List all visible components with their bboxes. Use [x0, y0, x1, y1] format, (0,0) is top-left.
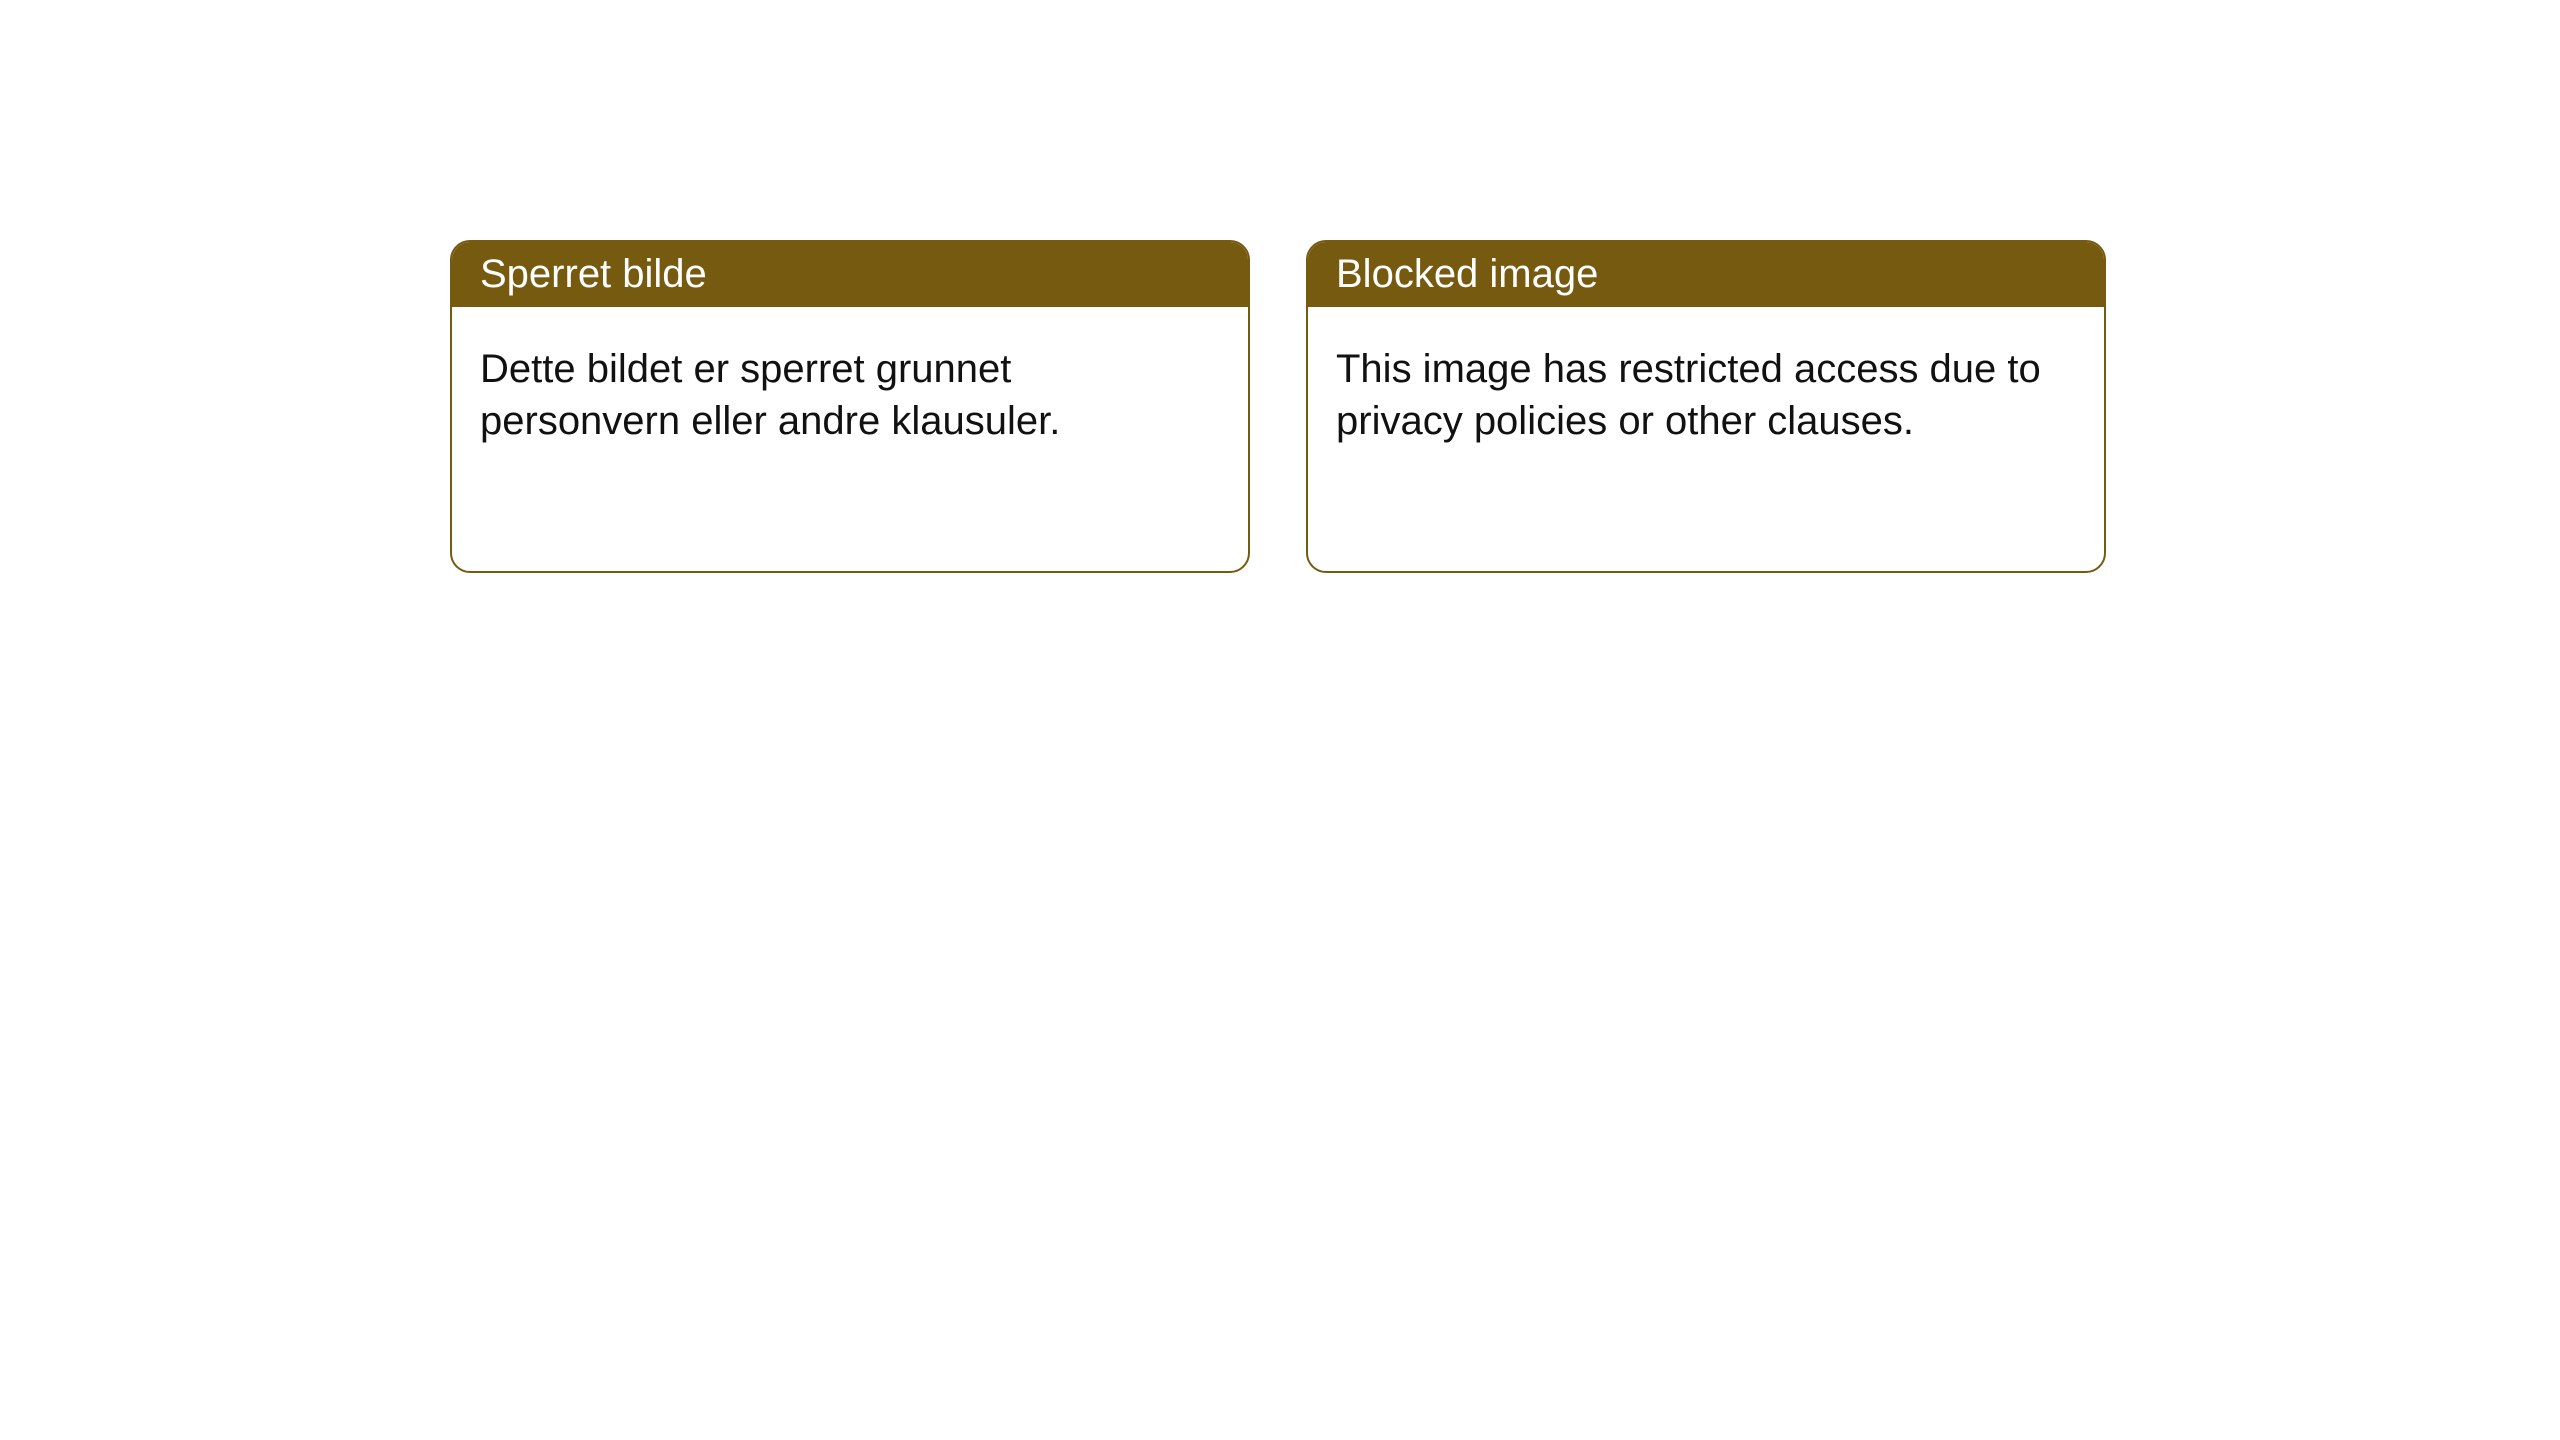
notice-header: Sperret bilde [452, 242, 1248, 307]
notice-body: Dette bildet er sperret grunnet personve… [452, 307, 1248, 483]
notice-body: This image has restricted access due to … [1308, 307, 2104, 483]
notice-container: Sperret bilde Dette bildet er sperret gr… [0, 0, 2560, 573]
notice-body-text: This image has restricted access due to … [1336, 347, 2041, 443]
notice-card-english: Blocked image This image has restricted … [1306, 240, 2106, 573]
notice-title: Sperret bilde [480, 252, 707, 296]
notice-body-text: Dette bildet er sperret grunnet personve… [480, 347, 1060, 443]
notice-card-norwegian: Sperret bilde Dette bildet er sperret gr… [450, 240, 1250, 573]
notice-title: Blocked image [1336, 252, 1598, 296]
notice-header: Blocked image [1308, 242, 2104, 307]
